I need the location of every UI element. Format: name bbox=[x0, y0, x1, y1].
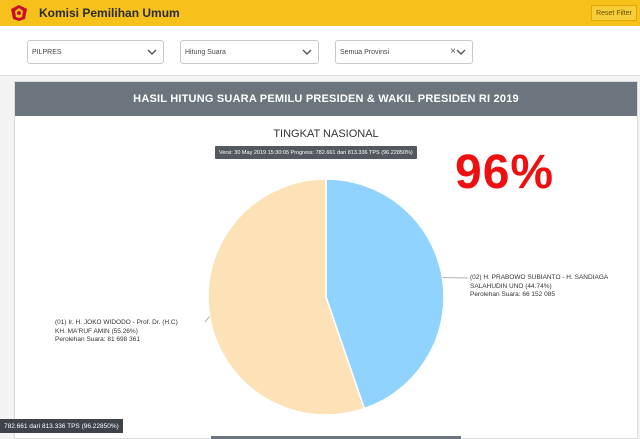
slice-label-01: (01) Ir. H. JOKO WIDODO - Prof. Dr. (H.C… bbox=[55, 319, 178, 345]
pie-slice-02[interactable] bbox=[325, 178, 445, 410]
slice-label-02: (02) H. PRABOWO SUBIANTO - H. SANDIAGA S… bbox=[470, 274, 608, 300]
chart-subtitle: TINGKAT NASIONAL bbox=[273, 128, 379, 140]
election-select[interactable]: PILPRES bbox=[27, 40, 164, 64]
progress-percent: 96% bbox=[455, 146, 555, 199]
chevron-down-icon bbox=[147, 49, 157, 55]
pie-chart bbox=[204, 178, 469, 416]
slice-label-02-line1: (02) H. PRABOWO SUBIANTO - H. SANDIAGA bbox=[470, 274, 609, 281]
chevron-down-icon bbox=[456, 49, 466, 55]
province-select-value: Semua Provinsi bbox=[340, 48, 390, 56]
connector-line-01 bbox=[204, 316, 210, 323]
slice-label-01-line2: KH. MA'RUF AMIN (55.26%) bbox=[55, 327, 138, 335]
chevron-down-icon bbox=[302, 49, 312, 55]
panel-heading: HASIL HITUNG SUARA PEMILU PRESIDEN & WAK… bbox=[15, 82, 637, 116]
slice-label-02-line2: SALAHUDIN UNO (44.74%) bbox=[470, 282, 552, 290]
next-panel-edge bbox=[211, 436, 461, 439]
app-title: Komisi Pemilihan Umum bbox=[39, 6, 180, 20]
election-select-value: PILPRES bbox=[32, 48, 62, 56]
version-tooltip: Versi: 30 May 2019 15:30:05 Progress: 78… bbox=[215, 146, 417, 159]
count-type-select-value: Hitung Suara bbox=[185, 48, 226, 56]
top-bar: Komisi Pemilihan Umum Reset Filter bbox=[0, 0, 640, 26]
clear-icon[interactable]: × bbox=[450, 46, 456, 57]
count-type-select[interactable]: Hitung Suara bbox=[180, 40, 319, 64]
filter-bar: PILPRES Hitung Suara Semua Provinsi × bbox=[0, 26, 640, 76]
footer-progress-tooltip: 782.661 dari 813.336 TPS (96.22850%) bbox=[0, 419, 123, 433]
results-panel: HASIL HITUNG SUARA PEMILU PRESIDEN & WAK… bbox=[14, 81, 638, 439]
slice-label-01-line3: Perolehan Suara: 81 698 361 bbox=[55, 336, 140, 343]
province-select[interactable]: Semua Provinsi × bbox=[335, 40, 473, 64]
slice-label-01-line1: (01) Ir. H. JOKO WIDODO - Prof. Dr. (H.C… bbox=[55, 319, 178, 326]
reset-filter-button[interactable]: Reset Filter bbox=[591, 5, 637, 21]
kpu-logo-icon bbox=[11, 5, 27, 21]
slice-label-02-line3: Perolehan Suara: 66 152 085 bbox=[470, 291, 555, 298]
